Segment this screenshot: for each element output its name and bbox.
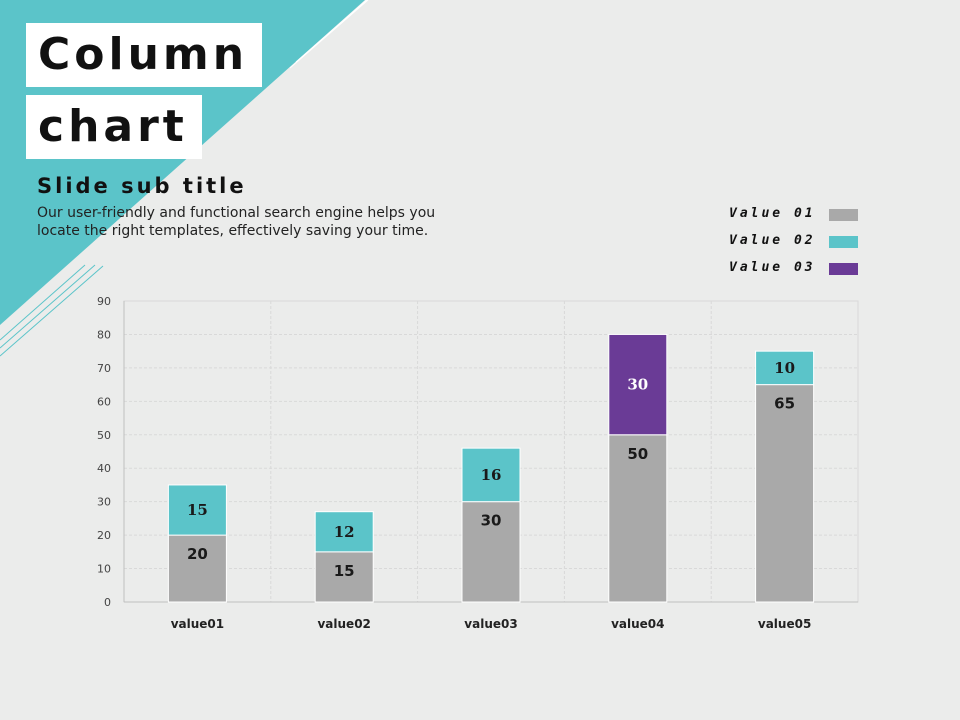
accent-stripe (295, 0, 368, 63)
data-label: 15 (334, 562, 355, 580)
bar-segment (755, 350, 815, 386)
y-tick-label: 90 (97, 295, 111, 308)
bar-segment (314, 551, 374, 603)
y-tick-label: 50 (97, 429, 111, 442)
slide-description: Our user-friendly and functional search … (37, 205, 436, 239)
y-tick-label: 0 (104, 596, 111, 609)
accent-stripe (0, 264, 86, 341)
x-tick-label: value02 (317, 617, 370, 631)
legend-label: Value 01 (729, 206, 816, 221)
bar-segment (755, 384, 815, 603)
x-tick-label: value01 (171, 617, 224, 631)
legend-swatch (829, 236, 858, 248)
data-label: 10 (774, 359, 795, 377)
slide-subtitle: Slide sub title (37, 174, 247, 198)
bar-segment (608, 434, 668, 603)
legend-swatch (829, 209, 858, 221)
data-label: 12 (334, 523, 355, 541)
legend-swatch (829, 263, 858, 275)
y-tick-label: 40 (97, 462, 111, 475)
x-tick-label: value04 (611, 617, 664, 631)
y-tick-label: 20 (97, 529, 111, 542)
data-label: 50 (627, 445, 648, 463)
x-tick-label: value05 (758, 617, 811, 631)
y-tick-label: 10 (97, 563, 111, 576)
legend-item-value02: Value 02 (729, 233, 859, 249)
bar-segment (314, 511, 374, 553)
legend-item-value03: Value 03 (729, 260, 859, 276)
data-label: 16 (481, 466, 502, 484)
bar-segment (461, 447, 521, 503)
accent-stripe (0, 265, 104, 357)
data-label: 15 (187, 501, 208, 519)
bar-segment (167, 484, 227, 536)
accent-stripe (289, 0, 369, 69)
data-label: 30 (481, 512, 502, 530)
y-tick-label: 30 (97, 496, 111, 509)
legend-label: Value 03 (729, 260, 816, 275)
bar-segment (608, 333, 668, 436)
slide-title-line2: chart (26, 95, 202, 159)
data-label: 65 (774, 395, 795, 413)
slide-title-line1: Column (26, 23, 263, 87)
accent-stripe (0, 264, 96, 349)
y-tick-label: 80 (97, 328, 111, 341)
y-tick-label: 60 (97, 395, 111, 408)
data-label: 30 (627, 376, 648, 394)
bar-segment (167, 534, 227, 603)
legend-item-value01: Value 01 (729, 206, 859, 222)
bar-segment (461, 501, 521, 603)
data-label: 20 (187, 545, 208, 563)
x-tick-label: value03 (464, 617, 517, 631)
y-tick-label: 70 (97, 362, 111, 375)
legend-label: Value 02 (729, 233, 816, 248)
